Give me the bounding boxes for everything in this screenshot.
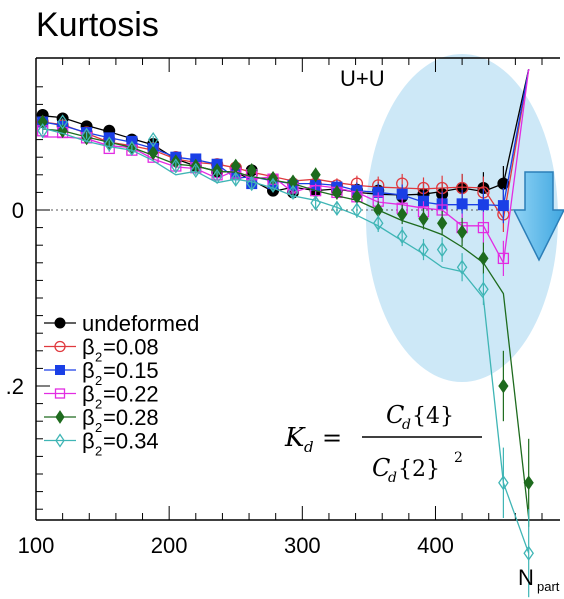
legend-label-value: =0.34 — [103, 429, 159, 454]
x-axis-label-sub: part — [537, 579, 560, 594]
legend-label: β — [82, 358, 95, 383]
data-point — [456, 259, 468, 275]
data-point — [331, 185, 343, 200]
legend-entry: β 2 =0.08 — [44, 335, 159, 365]
legend-label-sub: 2 — [95, 350, 102, 365]
data-point — [498, 475, 509, 491]
x-tick-label: 400 — [417, 533, 454, 558]
x-tick-label: 200 — [151, 533, 188, 558]
series-5 — [37, 114, 534, 598]
data-point — [103, 136, 115, 152]
legend-entry: β 2 =0.22 — [44, 382, 159, 412]
data-point — [310, 167, 321, 183]
formula-den-arg: {2} — [398, 457, 440, 482]
formula-den: C — [372, 454, 390, 482]
data-point — [477, 221, 490, 234]
data-point — [418, 241, 429, 258]
data-point — [397, 207, 408, 222]
legend-entry: undeformed — [44, 311, 199, 336]
legend-marker — [55, 410, 65, 424]
x-tick-label: 100 — [18, 533, 55, 558]
data-point — [267, 177, 279, 194]
data-point — [37, 123, 48, 139]
legend-label-sub: 2 — [95, 373, 102, 388]
formula-den-exp: 2 — [454, 450, 463, 466]
data-point — [57, 114, 68, 130]
legend-entry: β 2 =0.15 — [44, 358, 159, 388]
data-point — [523, 475, 534, 491]
legend-label-sub: 2 — [95, 444, 102, 459]
data-point — [396, 228, 408, 245]
legend-marker — [54, 340, 66, 353]
data-point — [230, 171, 242, 187]
data-point — [126, 140, 138, 157]
legend-label: β — [82, 405, 95, 430]
data-point — [456, 224, 468, 240]
formula-num-sub: d — [402, 417, 411, 433]
legend-label: β — [82, 382, 95, 407]
y-tick-label: 0 — [12, 198, 24, 223]
x-tick-label: 300 — [284, 533, 321, 558]
formula-num-arg: {4} — [412, 404, 454, 429]
formula-num: C — [386, 401, 404, 429]
legend-marker — [54, 388, 66, 399]
legend-label-value: =0.22 — [103, 382, 159, 407]
legend-entry: β 2 =0.34 — [44, 429, 159, 459]
data-point — [372, 215, 384, 231]
legend-label-value: =0.28 — [103, 405, 159, 430]
data-point — [478, 281, 489, 297]
legend-label: undeformed — [82, 311, 199, 336]
formula-lhs-sub: d — [304, 438, 314, 456]
formula-den-sub: d — [388, 470, 397, 486]
legend-label-value: =0.08 — [103, 335, 159, 360]
down-arrow-icon — [512, 171, 564, 262]
legend-marker — [54, 317, 66, 329]
data-point — [148, 145, 159, 161]
data-point — [436, 241, 448, 258]
legend-label-sub: 2 — [95, 420, 102, 435]
legend-entry: β 2 =0.28 — [44, 405, 159, 435]
data-point — [287, 184, 299, 201]
data-point — [81, 127, 92, 143]
legend-marker — [55, 365, 65, 375]
legend-marker — [55, 433, 65, 448]
legend-label-value: =0.15 — [103, 358, 159, 383]
data-point — [437, 215, 448, 231]
data-point — [418, 211, 429, 227]
data-point — [497, 200, 509, 212]
data-point — [498, 378, 509, 394]
data-point — [456, 198, 468, 210]
formula-lhs: K — [284, 423, 306, 453]
data-point — [190, 162, 202, 179]
data-point — [246, 175, 258, 192]
data-point — [523, 545, 534, 561]
data-point — [147, 131, 159, 148]
data-point — [396, 188, 408, 200]
formula-background — [270, 392, 488, 496]
data-point — [170, 158, 182, 174]
system-label: U+U — [340, 66, 385, 91]
data-point — [310, 195, 321, 211]
x-axis-label: N — [518, 565, 534, 590]
legend-label: β — [82, 429, 95, 454]
legend-label: β — [82, 335, 95, 360]
data-point — [331, 200, 343, 216]
page-title: Kurtosis — [36, 6, 159, 44]
data-point — [477, 199, 489, 211]
y-tick-label: .2 — [6, 374, 24, 399]
legend-label-sub: 2 — [95, 397, 102, 412]
formula-equals: = — [322, 424, 342, 452]
data-point — [497, 252, 510, 265]
data-point — [211, 168, 223, 185]
data-point — [351, 202, 363, 218]
data-point — [478, 251, 489, 266]
